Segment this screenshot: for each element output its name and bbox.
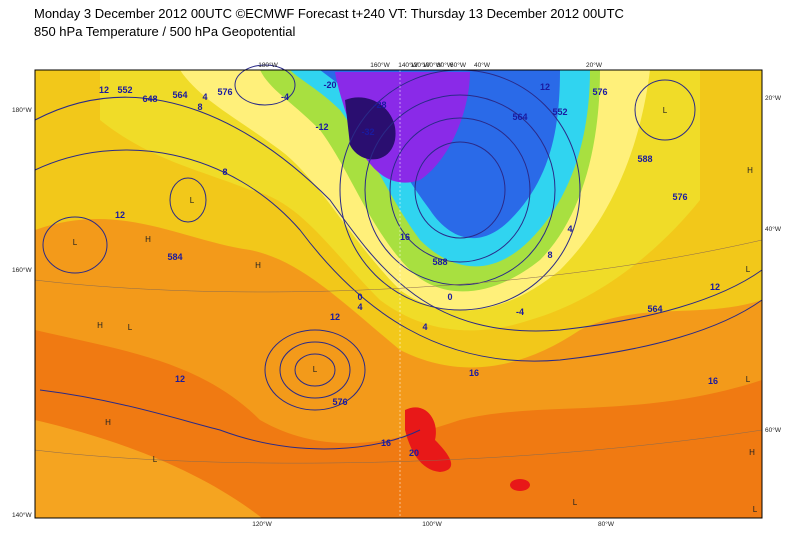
graticule-label: 60°W xyxy=(765,426,782,434)
contour-label: -32 xyxy=(361,127,374,137)
graticule-label: 20°W xyxy=(586,61,603,69)
pressure-mark: H xyxy=(105,418,111,427)
contour-label: 552 xyxy=(552,107,567,117)
contour-label: 584 xyxy=(167,252,182,262)
contour-label: -28 xyxy=(373,100,386,110)
contour-label: 8 xyxy=(197,102,202,112)
map-field xyxy=(35,70,762,518)
pressure-mark: L xyxy=(753,505,758,514)
contour-label: 564 xyxy=(647,304,662,314)
contour-label: 12 xyxy=(99,85,109,95)
contour-label: 12 xyxy=(175,374,185,384)
graticule-label: 100°W xyxy=(422,61,442,69)
pressure-mark: L xyxy=(190,196,195,205)
contour-label: -4 xyxy=(516,307,524,317)
contour-label: 552 xyxy=(117,85,132,95)
pressure-mark: L xyxy=(746,265,751,274)
contour-label: 576 xyxy=(332,397,347,407)
contour-label: 8 xyxy=(222,167,227,177)
contour-label: 12 xyxy=(710,282,720,292)
graticule-label: 60°W xyxy=(450,61,467,69)
graticule-label: 20°W xyxy=(765,94,782,102)
contour-label: 576 xyxy=(672,192,687,202)
contour-label: 4 xyxy=(202,92,207,102)
graticule-label: 180°W xyxy=(12,106,32,114)
contour-label: 16 xyxy=(381,438,391,448)
contour-label: -12 xyxy=(315,122,328,132)
pressure-mark: L xyxy=(313,365,318,374)
pressure-mark: H xyxy=(747,166,753,175)
pressure-mark: L xyxy=(153,455,158,464)
graticule-label: 80°W xyxy=(598,520,615,528)
graticule-label: 160°W xyxy=(370,61,390,69)
contour-label: 4 xyxy=(422,322,427,332)
graticule-label: 140°W xyxy=(398,61,418,69)
map-subtitle: 850 hPa Temperature / 500 hPa Geopotenti… xyxy=(34,24,296,39)
contour-label: 648 xyxy=(142,94,157,104)
pressure-mark: H xyxy=(145,235,151,244)
map-frame xyxy=(34,69,763,519)
contour-label: 12 xyxy=(115,210,125,220)
contour-label: 16 xyxy=(708,376,718,386)
pressure-mark: H xyxy=(97,321,103,330)
map-title: Monday 3 December 2012 00UTC ©ECMWF Fore… xyxy=(34,6,624,21)
graticule-label: 120°W xyxy=(410,61,430,69)
contour-label: 20 xyxy=(409,448,419,458)
pressure-mark: H xyxy=(749,448,755,457)
contour-label: 576 xyxy=(217,87,232,97)
contour-label: 12 xyxy=(330,312,340,322)
pressure-mark: L xyxy=(573,498,578,507)
contour-label: 16 xyxy=(469,368,479,378)
contour-label: 4 xyxy=(567,224,572,234)
pressure-mark: L xyxy=(128,323,133,332)
graticule-label: 140°W xyxy=(12,511,32,519)
contour-label: -20 xyxy=(323,80,336,90)
contour-label: 12 xyxy=(540,82,550,92)
contour-label: 588 xyxy=(637,154,652,164)
pressure-mark: L xyxy=(663,106,668,115)
graticule-label: 80°W xyxy=(437,61,454,69)
contour-label: -4 xyxy=(281,92,289,102)
graticule-label: 160°W xyxy=(12,266,32,274)
graticule-label: 120°W xyxy=(252,520,272,528)
pressure-mark: L xyxy=(73,238,78,247)
graticule-label: 40°W xyxy=(474,61,491,69)
contour-label: 8 xyxy=(547,250,552,260)
contour-label: 0 xyxy=(357,292,362,302)
contour-label: 576 xyxy=(592,87,607,97)
graticule-label: 100°W xyxy=(422,520,442,528)
contour-label: 564 xyxy=(172,90,187,100)
contour-label: 0 xyxy=(447,292,452,302)
pressure-mark: L xyxy=(746,375,751,384)
contour-label: 4 xyxy=(357,302,362,312)
contour-label: 588 xyxy=(432,257,447,267)
graticule-label: 180°W xyxy=(258,61,278,69)
graticule-label: 40°W xyxy=(765,225,782,233)
pressure-mark: H xyxy=(255,261,261,270)
contour-label: 564 xyxy=(512,112,527,122)
contour-label: 16 xyxy=(400,232,410,242)
graticule xyxy=(34,70,763,518)
